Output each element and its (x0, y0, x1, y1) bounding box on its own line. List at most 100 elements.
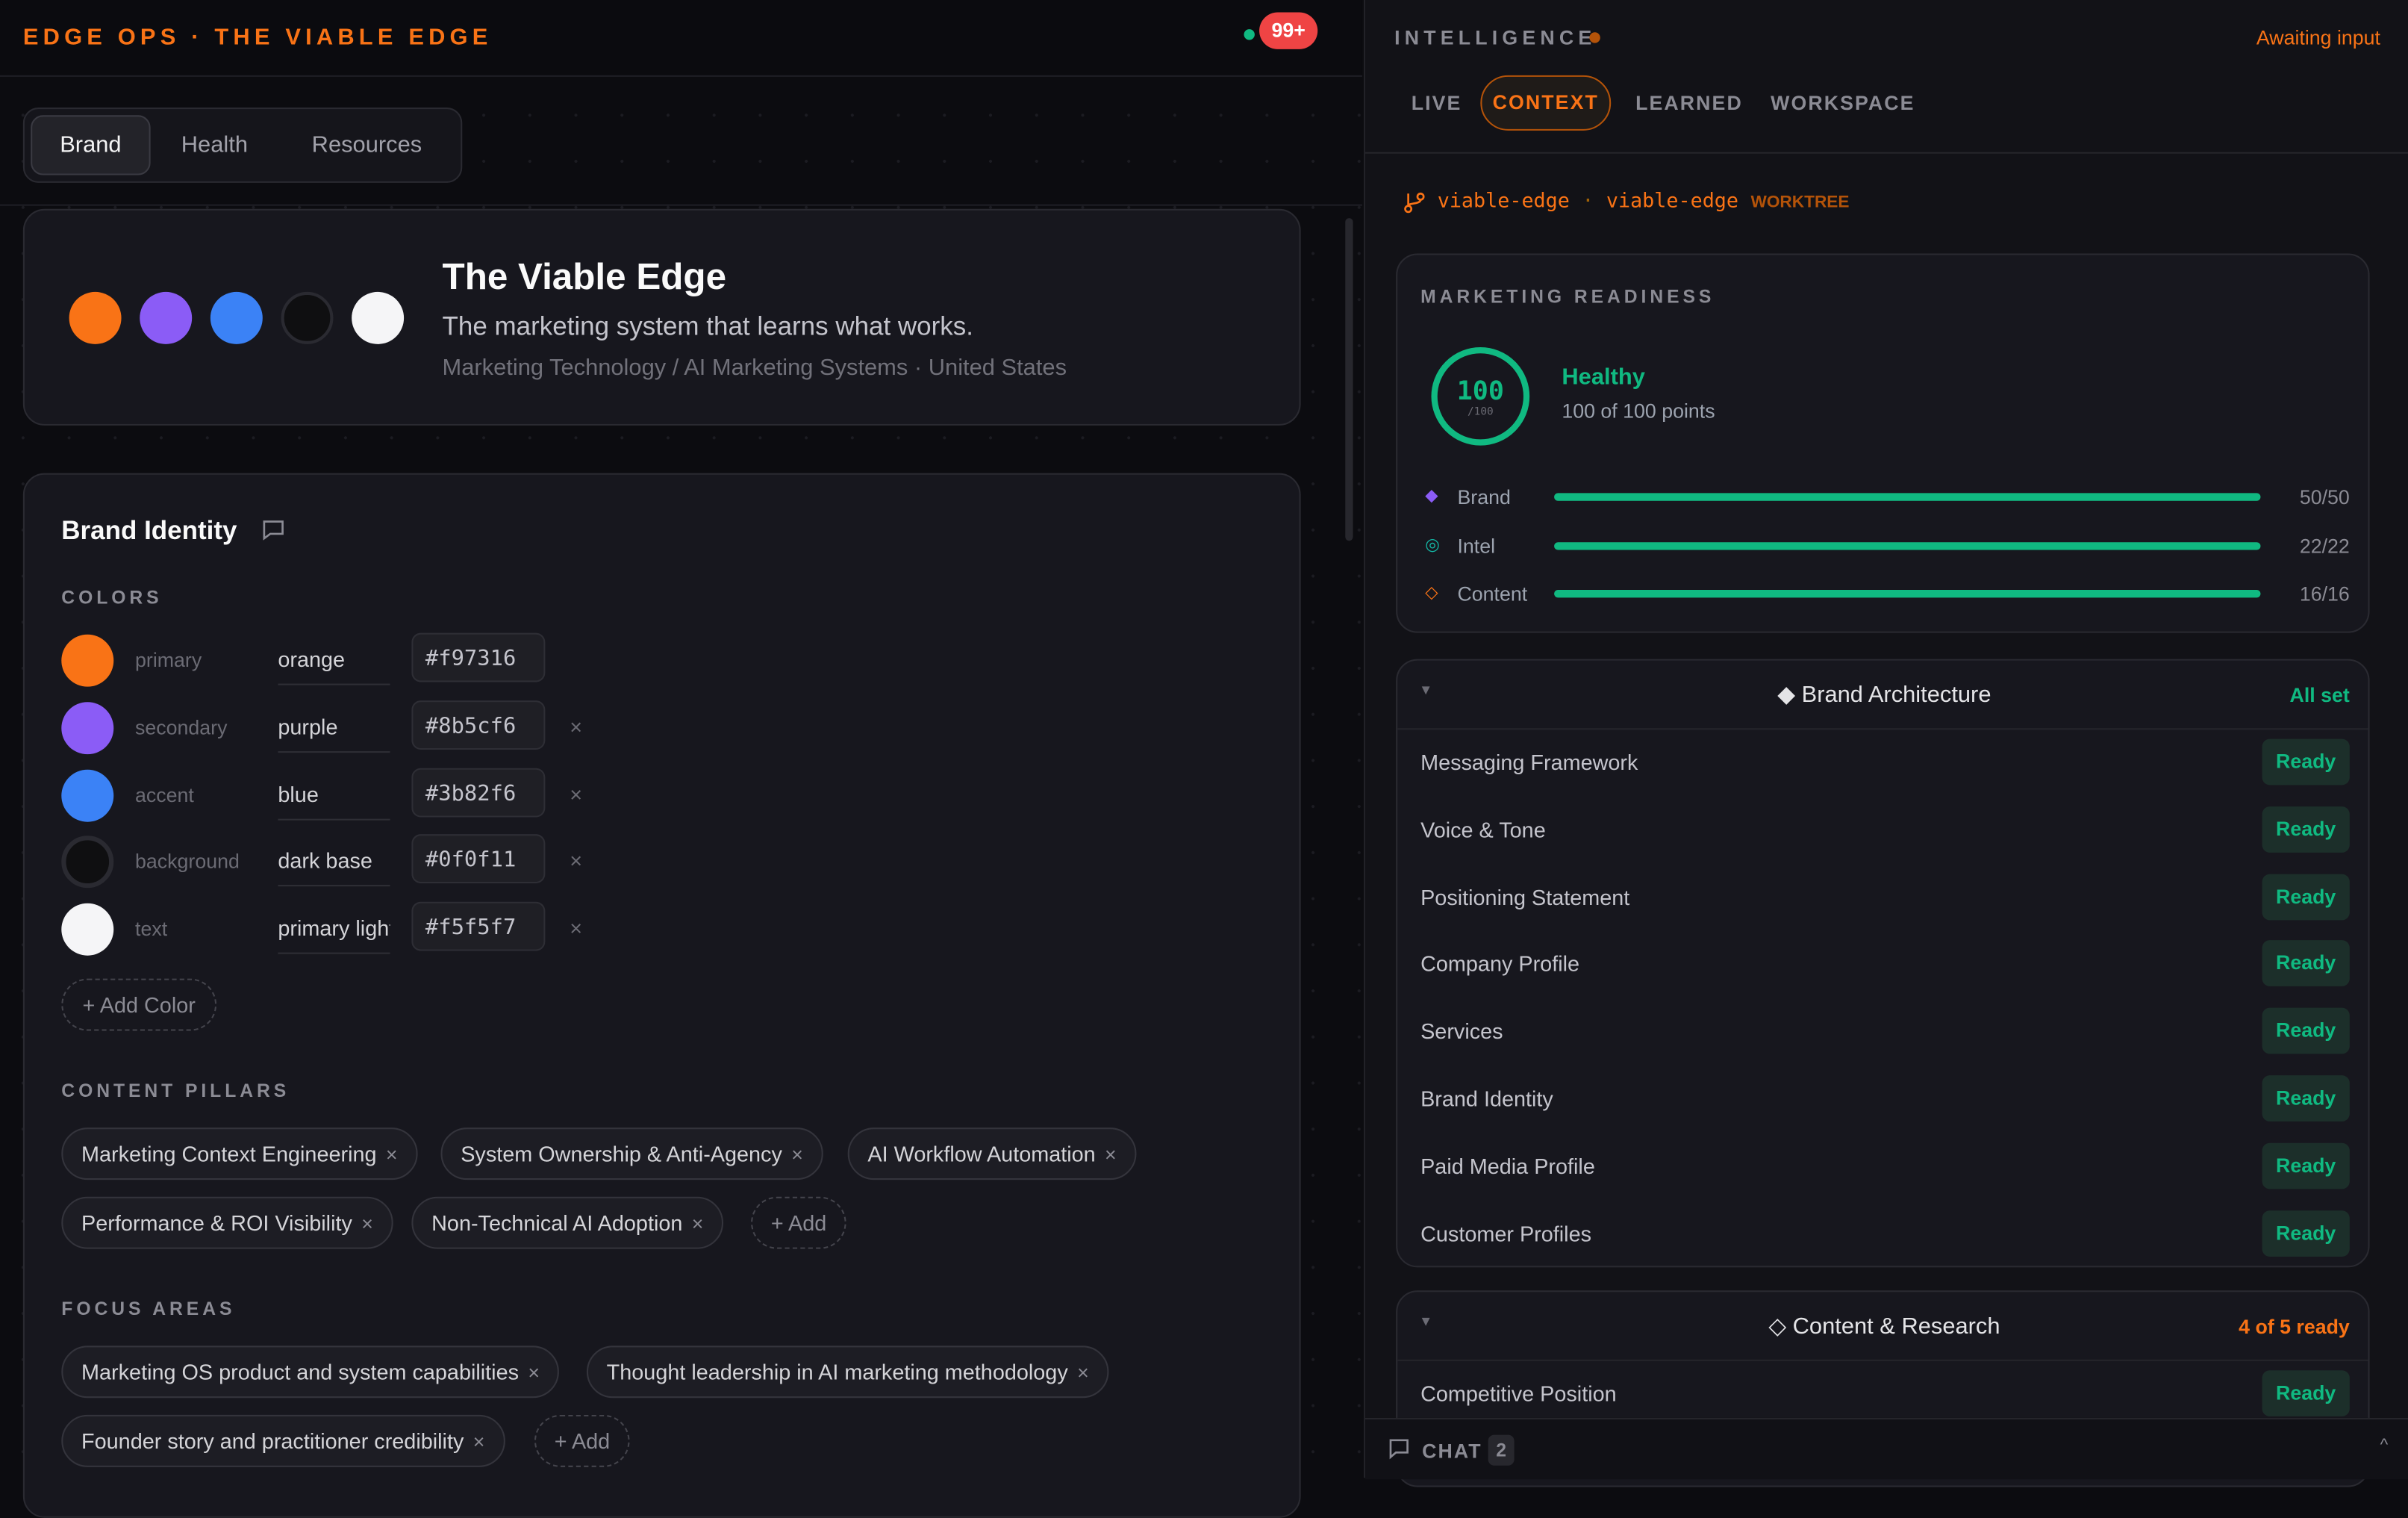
intelligence-title: INTELLIGENCE (1394, 25, 1597, 49)
color-swatch[interactable] (61, 836, 114, 889)
color-name-input[interactable]: primary light (278, 903, 390, 955)
checklist-item[interactable]: Voice & Tone Ready (1397, 795, 2368, 863)
checklist-item[interactable]: Messaging Framework Ready (1397, 728, 2368, 796)
color-row: secondary purple #8b5cf6 × (61, 700, 614, 754)
notification-badge[interactable]: 99+ (1259, 12, 1318, 49)
color-swatch (352, 291, 405, 344)
points-text: 100 of 100 points (1562, 399, 1715, 423)
item-label: Company Profile (1420, 951, 1580, 977)
tag-chip: Marketing Context Engineering × (61, 1127, 418, 1181)
add-tag-button[interactable]: + Add (751, 1196, 847, 1249)
ready-badge: Ready (2262, 806, 2350, 853)
ready-badge: Ready (2262, 1008, 2350, 1054)
color-role: primary (135, 648, 202, 672)
view-tabs: Brand Health Resources (22, 108, 463, 183)
tab-brand[interactable]: Brand (31, 115, 151, 175)
tab-workspace[interactable]: WORKSPACE (1771, 91, 1915, 115)
progress-fill (1554, 590, 2261, 599)
checklist-item[interactable]: Brand Identity Ready (1397, 1065, 2368, 1133)
tag-label: AI Workflow Automation (867, 1141, 1096, 1166)
color-hex-input[interactable]: #f97316 (411, 632, 546, 682)
checklist-item[interactable]: Paid Media Profile Ready (1397, 1132, 2368, 1200)
remove-tag-icon[interactable]: × (361, 1211, 373, 1235)
remove-color-icon[interactable]: × (570, 781, 583, 806)
caret-down-icon[interactable]: ▼ (1419, 682, 1433, 698)
score-ring (1431, 346, 1530, 446)
progress-track (1554, 590, 2261, 599)
checklist-item[interactable]: Services Ready (1397, 998, 2368, 1066)
checklist-item[interactable]: Customer Profiles Ready (1397, 1199, 2368, 1266)
brand-hero-card: The Viable Edge The marketing system tha… (22, 208, 1301, 426)
color-swatch[interactable] (61, 768, 114, 821)
checklist-item[interactable]: Company Profile Ready (1397, 930, 2368, 998)
online-dot (1244, 29, 1255, 40)
top-header: EDGE OPS · THE VIABLE EDGE 99+ (0, 0, 1362, 77)
color-hex-input[interactable]: #f5f5f7 (411, 902, 546, 951)
worktree-line: viable-edge · viable-edge WORKTREE (1403, 190, 1849, 214)
remove-tag-icon[interactable]: × (691, 1211, 704, 1235)
add-tag-button[interactable]: + Add (534, 1414, 630, 1467)
ready-badge: Ready (2262, 1142, 2350, 1189)
intelligence-panel: INTELLIGENCE Awaiting input LIVE CONTEXT… (1363, 0, 2408, 1487)
color-hex-input[interactable]: #0f0f11 (411, 834, 546, 884)
color-swatch[interactable] (61, 634, 114, 687)
color-swatch[interactable] (61, 903, 114, 956)
tag-label: Thought leadership in AI marketing metho… (606, 1359, 1068, 1384)
tab-live[interactable]: LIVE (1411, 91, 1462, 115)
section-header[interactable]: ▼ ◇ Content & Research 4 of 5 ready (1397, 1292, 2368, 1361)
checklist-item[interactable]: Competitive Position Ready (1397, 1360, 2368, 1428)
readiness-label: Content (1457, 582, 1528, 606)
readiness-value: 50/50 (2299, 485, 2350, 508)
health-status: Healthy (1562, 364, 1645, 391)
remove-tag-icon[interactable]: × (791, 1142, 803, 1166)
tab-resources[interactable]: Resources (311, 131, 422, 158)
color-role: text (135, 917, 168, 941)
color-name-input[interactable]: orange (278, 635, 390, 685)
remove-tag-icon[interactable]: × (1077, 1360, 1089, 1384)
score-max: /100 (1467, 405, 1494, 418)
tab-context[interactable]: CONTEXT (1480, 75, 1612, 131)
item-label: Competitive Position (1420, 1381, 1617, 1406)
tab-health[interactable]: Health (181, 131, 248, 158)
tag-label: Marketing Context Engineering (81, 1141, 377, 1166)
remove-color-icon[interactable]: × (570, 915, 583, 941)
readiness-value: 16/16 (2299, 582, 2350, 606)
remove-color-icon[interactable]: × (570, 848, 583, 874)
diamond-filled-icon: ◆ (1425, 487, 1438, 506)
chevron-up-icon[interactable]: ^ (2380, 1436, 2389, 1455)
item-label: Messaging Framework (1420, 750, 1638, 774)
color-name-input[interactable]: blue (278, 769, 390, 820)
chat-icon (1389, 1439, 1409, 1460)
add-color-button[interactable]: + Add Color (61, 978, 217, 1031)
brand-identity-title: Brand Identity (61, 516, 237, 546)
comment-icon[interactable] (261, 517, 286, 542)
chat-label: CHAT (1422, 1439, 1482, 1463)
tag-chip: Non-Technical AI Adoption × (411, 1196, 724, 1249)
worktree-tag: WORKTREE (1750, 193, 1850, 211)
ready-badge: Ready (2262, 940, 2350, 987)
tag-label: Performance & ROI Visibility (81, 1210, 352, 1236)
readiness-label: Brand (1457, 485, 1511, 508)
color-hex-input[interactable]: #8b5cf6 (411, 700, 546, 750)
chat-bar[interactable]: CHAT 2 ^ (1365, 1417, 2408, 1480)
remove-color-icon[interactable]: × (570, 714, 583, 739)
color-name-input[interactable]: dark base (278, 836, 390, 887)
progress-fill (1554, 493, 2261, 501)
readiness-label: Intel (1457, 534, 1496, 558)
remove-tag-icon[interactable]: × (472, 1429, 485, 1453)
remove-tag-icon[interactable]: × (385, 1142, 398, 1166)
color-name-input[interactable]: purple (278, 702, 390, 753)
section-header[interactable]: ▼ ◆ Brand Architecture All set (1397, 661, 2368, 730)
color-swatch[interactable] (61, 701, 114, 754)
remove-tag-icon[interactable]: × (528, 1360, 540, 1384)
divider (0, 204, 1362, 206)
status-dot (1589, 32, 1600, 43)
tab-learned[interactable]: LEARNED (1635, 91, 1743, 115)
remove-tag-icon[interactable]: × (1105, 1142, 1117, 1166)
caret-down-icon[interactable]: ▼ (1419, 1313, 1433, 1329)
checklist-item[interactable]: Positioning Statement Ready (1397, 862, 2368, 930)
scrollbar[interactable] (1345, 218, 1353, 541)
color-hex-input[interactable]: #3b82f6 (411, 767, 546, 817)
readiness-row: ◆ Brand 50/50 (1397, 482, 2371, 513)
ready-badge: Ready (2262, 1075, 2350, 1122)
